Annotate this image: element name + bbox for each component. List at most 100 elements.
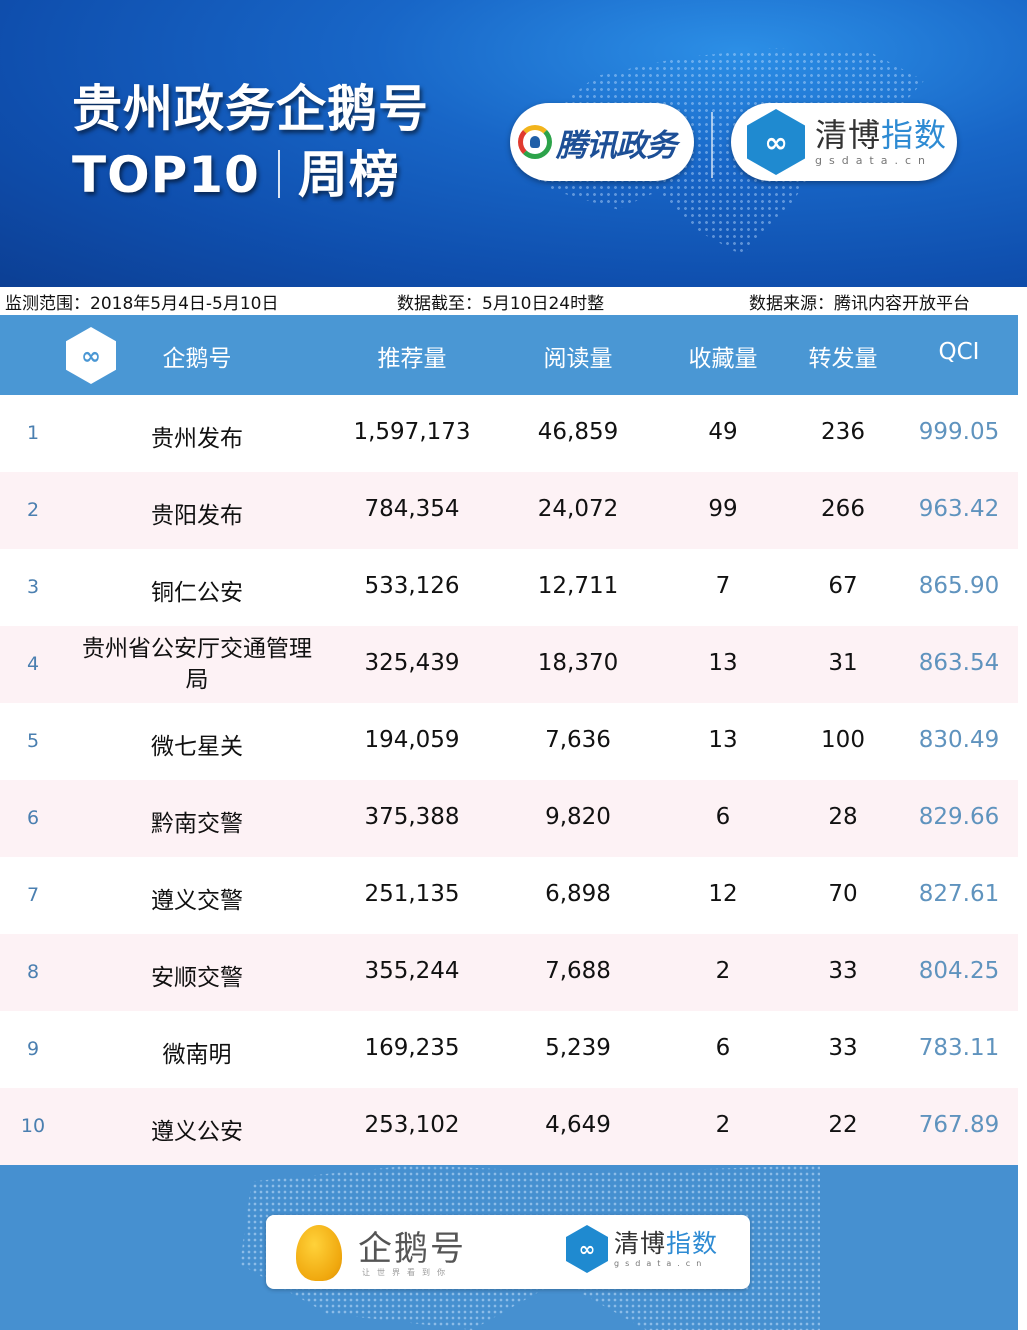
col-header-qci: QCI <box>938 339 980 365</box>
account-name: 铜仁公安 <box>151 580 243 606</box>
account-name: 遵义公安 <box>151 1119 243 1145</box>
title-separator <box>277 150 280 198</box>
read-count: 4,649 <box>545 1112 611 1138</box>
banner-title-line2: TOP10 周榜 <box>72 142 429 208</box>
rank: 8 <box>26 961 40 983</box>
qie-tagline: 让世界看到你 <box>362 1268 452 1277</box>
gsdata-label-dark: 清博 <box>815 116 882 154</box>
table-row: 1 贵州发布 1,597,173 46,859 49 236 999.05 <box>0 395 1018 472</box>
recommend-count: 784,354 <box>364 496 460 522</box>
table-row: 6 黔南交警 375,388 9,820 6 28 829.66 <box>0 780 1018 857</box>
table-row: 5 微七星关 194,059 7,636 13 100 830.49 <box>0 703 1018 780</box>
data-source: 数据来源：腾讯内容开放平台 <box>749 294 970 314</box>
banner-title: 贵州政务企鹅号 TOP10 周榜 <box>72 76 429 208</box>
info-line: 监测范围：2018年5月4日-5月10日 数据截至：5月10日24时整 数据来源… <box>0 287 1027 314</box>
rank: 2 <box>26 499 40 521</box>
recommend-count: 375,388 <box>364 804 460 830</box>
qci-score: 863.54 <box>918 650 1000 676</box>
read-count: 5,239 <box>545 1035 611 1061</box>
qci-score: 767.89 <box>918 1112 1000 1138</box>
penguin-icon <box>296 1225 342 1281</box>
tencent-news-icon <box>518 125 552 159</box>
rank: 10 <box>20 1115 46 1137</box>
forward-count: 67 <box>828 573 858 599</box>
favorite-count: 6 <box>715 804 731 830</box>
header-banner: 贵州政务企鹅号 TOP10 周榜 腾讯政务 ∞ 清博指数 gsdata.cn <box>0 0 1027 287</box>
forward-count: 31 <box>828 650 858 676</box>
top10-label: TOP10 <box>72 146 260 204</box>
col-header-favorite: 收藏量 <box>688 346 758 372</box>
recommend-count: 251,135 <box>364 881 460 907</box>
table-row: 9 微南明 169,235 5,239 6 33 783.11 <box>0 1011 1018 1088</box>
qie-title: 企鹅号 <box>358 1229 466 1269</box>
qci-score: 865.90 <box>918 573 1000 599</box>
col-header-read: 阅读量 <box>543 346 613 372</box>
favorite-count: 12 <box>708 881 738 907</box>
ranking-table: ∞ 企鹅号 推荐量 阅读量 收藏量 转发量 QCI 1 贵州发布 1,597,1… <box>0 315 1018 1165</box>
forward-count: 22 <box>828 1112 858 1138</box>
favorite-count: 13 <box>708 650 738 676</box>
table-row: 4 贵州省公安厅交通管理局 325,439 18,370 13 31 863.5… <box>0 626 1018 703</box>
footer-banner: 企鹅号 让世界看到你 ∞ 清博指数 gsdata.cn <box>0 1165 1018 1330</box>
table-row: 10 遵义公安 253,102 4,649 2 22 767.89 <box>0 1088 1018 1165</box>
qci-score: 804.25 <box>918 958 1000 984</box>
qci-score: 999.05 <box>918 419 1000 445</box>
rank: 9 <box>26 1038 40 1060</box>
read-count: 9,820 <box>545 804 611 830</box>
logo-divider <box>711 112 713 178</box>
favorite-count: 49 <box>708 419 738 445</box>
favorite-count: 2 <box>715 1112 731 1138</box>
gsdata-hex-logo-icon: ∞ <box>66 327 116 384</box>
account-name: 遵义交警 <box>151 888 243 914</box>
account-name: 微七星关 <box>151 734 243 760</box>
recommend-count: 1,597,173 <box>353 419 471 445</box>
gsdata-logo: ∞ 清博指数 gsdata.cn <box>731 103 957 181</box>
data-cutoff: 数据截至：5月10日24时整 <box>397 294 605 314</box>
favorite-count: 2 <box>715 958 731 984</box>
gsdata-label-dark: 清博 <box>614 1229 667 1258</box>
read-count: 24,072 <box>537 496 619 522</box>
favorite-count: 6 <box>715 1035 731 1061</box>
recommend-count: 355,244 <box>364 958 460 984</box>
rank: 4 <box>26 653 40 675</box>
forward-count: 28 <box>828 804 858 830</box>
recommend-count: 194,059 <box>364 727 460 753</box>
gsdata-domain: gsdata.cn <box>614 1259 708 1268</box>
banner-title-line1: 贵州政务企鹅号 <box>72 80 429 138</box>
read-count: 7,688 <box>545 958 611 984</box>
forward-count: 266 <box>821 496 865 522</box>
favorite-count: 99 <box>708 496 738 522</box>
rank: 1 <box>26 422 40 444</box>
account-name: 微南明 <box>162 1042 232 1068</box>
tencent-gov-logo: 腾讯政务 <box>510 103 694 181</box>
col-header-account: 企鹅号 <box>162 346 232 372</box>
tencent-gov-label: 腾讯政务 <box>556 127 677 164</box>
rank: 6 <box>26 807 40 829</box>
table-row: 3 铜仁公安 533,126 12,711 7 67 865.90 <box>0 549 1018 626</box>
read-count: 6,898 <box>545 881 611 907</box>
forward-count: 33 <box>828 958 858 984</box>
forward-count: 100 <box>821 727 865 753</box>
col-header-recommend: 推荐量 <box>377 346 447 372</box>
qci-score: 827.61 <box>918 881 1000 907</box>
rank: 5 <box>26 730 40 752</box>
account-name: 贵州发布 <box>151 426 243 452</box>
recommend-count: 169,235 <box>364 1035 460 1061</box>
forward-count: 70 <box>828 881 858 907</box>
monitoring-range: 监测范围：2018年5月4日-5月10日 <box>5 294 279 314</box>
read-count: 18,370 <box>537 650 619 676</box>
table-header: ∞ 企鹅号 推荐量 阅读量 收藏量 转发量 QCI <box>0 315 1018 395</box>
qci-score: 829.66 <box>918 804 1000 830</box>
account-name: 黔南交警 <box>151 811 243 837</box>
gsdata-hex-logo-icon: ∞ <box>747 109 805 175</box>
rank: 3 <box>26 576 40 598</box>
qci-score: 830.49 <box>918 727 1000 753</box>
weekly-label: 周榜 <box>297 146 400 204</box>
favorite-count: 7 <box>715 573 731 599</box>
read-count: 7,636 <box>545 727 611 753</box>
table-row: 2 贵阳发布 784,354 24,072 99 266 963.42 <box>0 472 1018 549</box>
forward-count: 33 <box>828 1035 858 1061</box>
gsdata-label-blue: 指数 <box>666 1229 719 1258</box>
table-row: 8 安顺交警 355,244 7,688 2 33 804.25 <box>0 934 1018 1011</box>
read-count: 12,711 <box>537 573 619 599</box>
